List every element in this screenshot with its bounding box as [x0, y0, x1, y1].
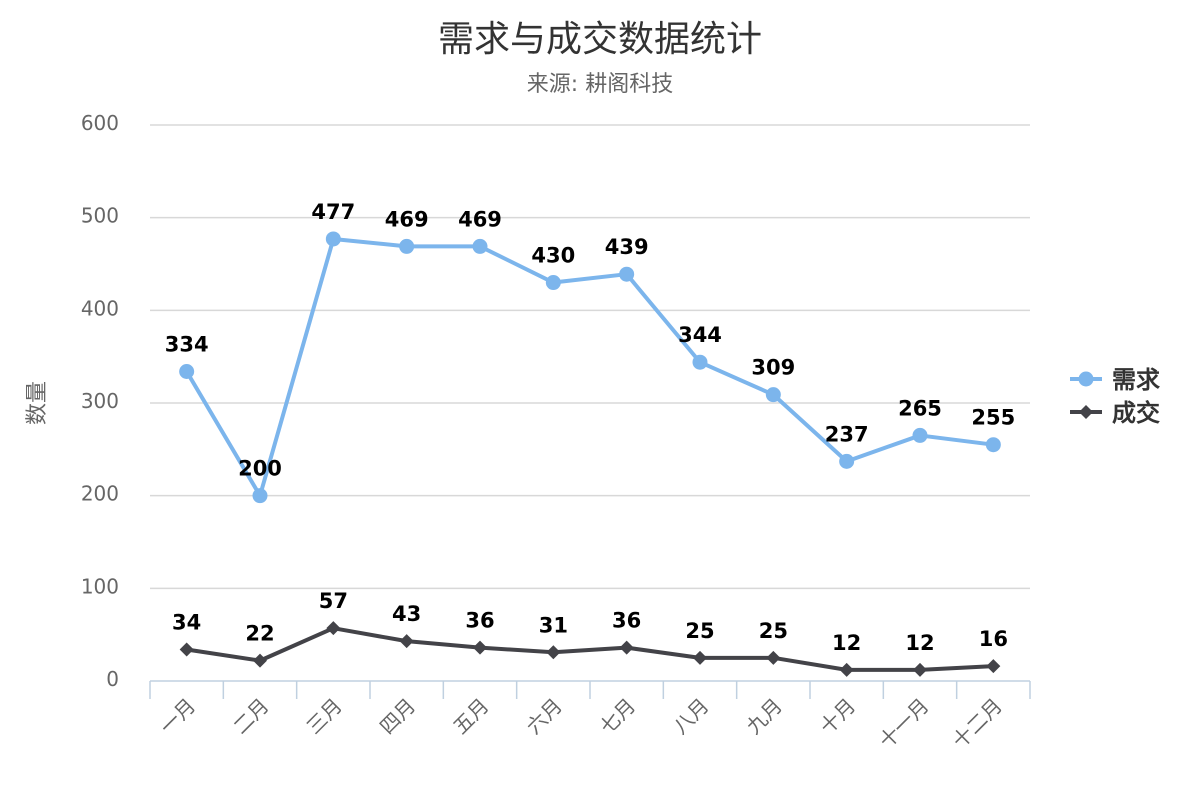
data-label: 43 — [392, 602, 421, 626]
data-point[interactable] — [986, 659, 1001, 674]
data-point[interactable] — [839, 453, 855, 469]
data-labels: 334 200 477 469 469 430 439 344 309 237 265 255 34 22… — [165, 200, 1016, 655]
x-tick-label: 三月 — [302, 694, 347, 739]
y-tick-label: 500 — [81, 204, 119, 228]
data-point[interactable] — [692, 354, 708, 370]
data-point[interactable] — [253, 653, 267, 668]
data-point[interactable] — [913, 662, 927, 677]
data-point[interactable] — [546, 645, 561, 660]
y-tick-label: 100 — [81, 574, 119, 598]
data-label: 25 — [685, 619, 714, 643]
data-label: 16 — [979, 627, 1008, 651]
data-label: 31 — [539, 613, 568, 637]
series-group — [179, 231, 1001, 677]
data-point[interactable] — [179, 642, 194, 657]
y-axis-title: 数量 — [25, 381, 50, 425]
x-tick-label: 十月 — [815, 694, 860, 739]
legend-marker — [1078, 371, 1094, 387]
data-point[interactable] — [473, 640, 487, 655]
data-point[interactable] — [252, 488, 268, 504]
legend-label[interactable]: 成交 — [1112, 399, 1160, 427]
chart-title: 需求与成交数据统计 — [437, 19, 762, 60]
data-label: 439 — [605, 235, 649, 259]
series-line-2 — [184, 626, 996, 672]
data-label: 12 — [905, 631, 934, 655]
data-point[interactable] — [912, 427, 928, 443]
data-point[interactable] — [399, 238, 415, 254]
y-tick-label: 0 — [106, 667, 119, 691]
data-label: 237 — [825, 422, 869, 446]
x-axis: 一月 二月 三月 四月 五月 六月 七月 八月 九月 十月 十一月 十二月 — [149, 680, 1031, 753]
y-tick-label: 200 — [81, 482, 119, 506]
data-point[interactable] — [179, 363, 195, 379]
data-label: 12 — [832, 631, 861, 655]
y-tick-label: 600 — [81, 111, 119, 135]
data-label: 36 — [612, 609, 641, 633]
data-label: 25 — [759, 619, 788, 643]
data-label: 334 — [165, 332, 209, 356]
data-point[interactable] — [619, 640, 634, 655]
x-tick-label: 五月 — [448, 694, 493, 739]
y-tick-label: 400 — [81, 296, 119, 320]
x-tick-label: 四月 — [375, 694, 420, 739]
data-point[interactable] — [399, 634, 414, 649]
data-point[interactable] — [472, 238, 488, 254]
data-label: 255 — [971, 406, 1015, 430]
x-tick-label: 十二月 — [947, 694, 1006, 753]
x-tick-label: 八月 — [668, 694, 713, 739]
x-tick-label: 七月 — [595, 694, 640, 739]
data-point[interactable] — [325, 231, 341, 247]
x-tick-label: 六月 — [522, 694, 567, 739]
chart-subtitle: 来源: 耕阁科技 — [526, 72, 674, 97]
legend-marker — [1079, 405, 1093, 419]
data-label: 469 — [458, 207, 502, 231]
data-point[interactable] — [326, 621, 341, 636]
data-point[interactable] — [545, 275, 561, 291]
y-axis: 0 100 200 300 400 500 600 — [81, 111, 119, 691]
data-point[interactable] — [619, 266, 635, 282]
data-label: 57 — [319, 589, 348, 613]
data-label: 34 — [172, 610, 201, 634]
data-label: 309 — [751, 356, 795, 380]
x-tick-label: 一月 — [155, 694, 200, 739]
data-label: 200 — [238, 457, 282, 481]
data-point[interactable] — [985, 437, 1001, 453]
grid-lines — [150, 124, 1030, 590]
x-tick-label: 九月 — [742, 694, 787, 739]
data-label: 477 — [311, 200, 355, 224]
data-point[interactable] — [766, 650, 781, 665]
data-label: 22 — [245, 622, 274, 646]
x-tick-label: 二月 — [228, 694, 273, 739]
data-point[interactable] — [765, 387, 781, 403]
data-label: 265 — [898, 396, 942, 420]
data-label: 469 — [385, 207, 429, 231]
data-label: 36 — [465, 609, 494, 633]
series-line-1 — [184, 236, 996, 498]
y-tick-label: 300 — [81, 389, 119, 413]
data-label: 344 — [678, 323, 722, 347]
data-point[interactable] — [693, 650, 707, 665]
x-tick-label: 十一月 — [874, 694, 933, 753]
data-label: 430 — [531, 244, 575, 268]
data-point[interactable] — [839, 662, 854, 677]
legend-label[interactable]: 需求 — [1112, 366, 1160, 394]
